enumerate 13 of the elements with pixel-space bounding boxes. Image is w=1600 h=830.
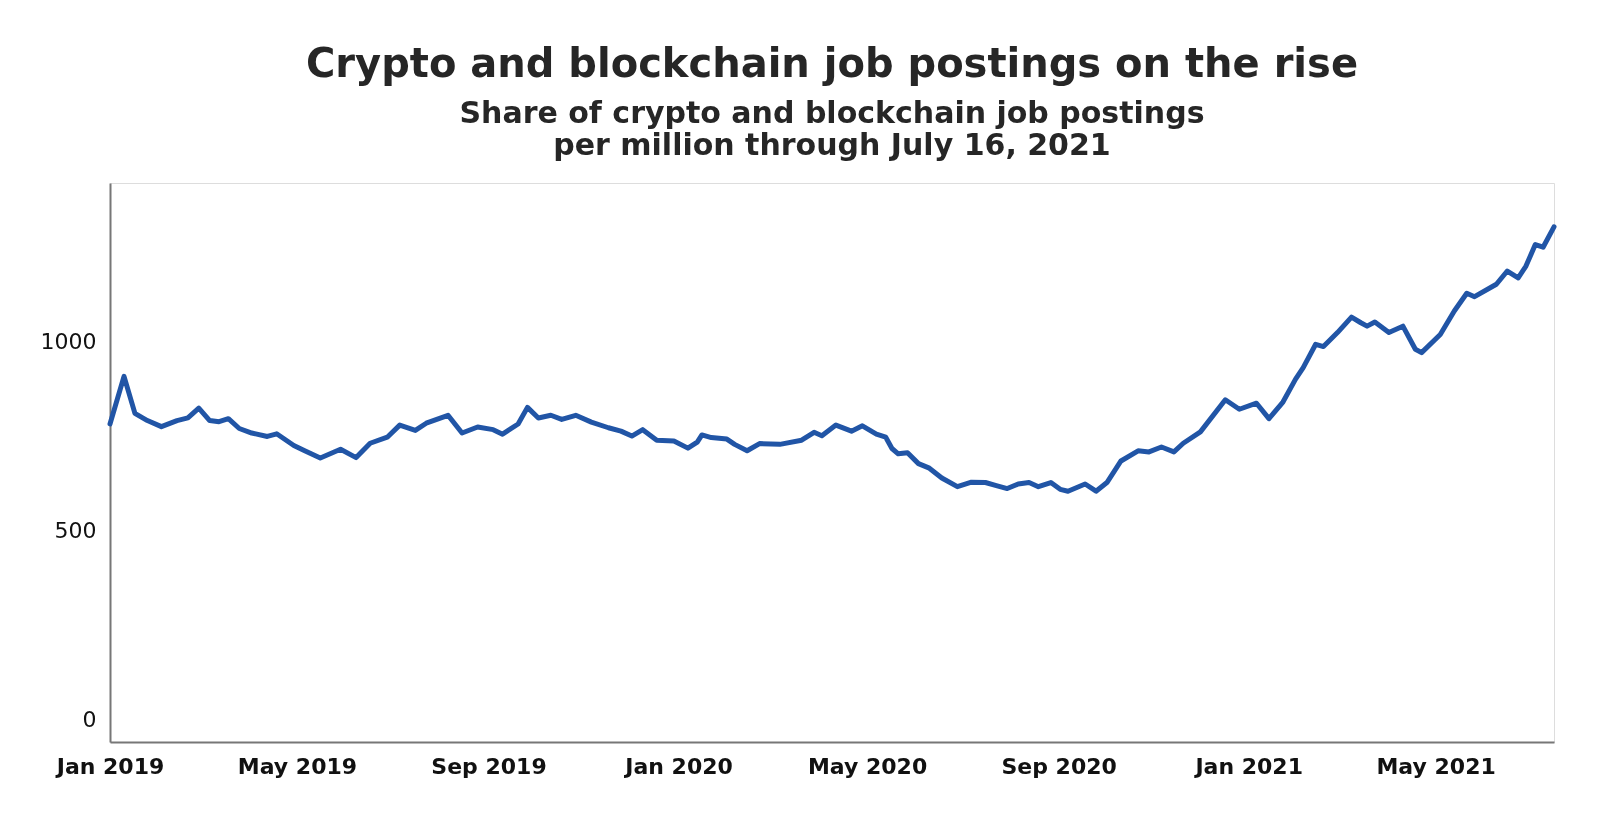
x-tick-label: Sep 2019	[431, 753, 547, 779]
y-tick-label: 0	[82, 706, 97, 732]
x-tick-label: Sep 2020	[1001, 753, 1117, 779]
chart-subtitle: Share of crypto and blockchain job postings per million through July 16, 2021	[459, 95, 1205, 162]
x-tick-label: May 2020	[807, 753, 928, 779]
x-tick-label: May 2021	[1376, 753, 1496, 779]
x-tick-label: May 2019	[237, 753, 358, 779]
y-tick-label: 500	[54, 517, 97, 543]
chart-title: Crypto and blockchain job postings on the rise	[305, 40, 1359, 86]
x-tick-label: Jan 2020	[623, 753, 733, 779]
x-tick-label: Jan 2019	[54, 753, 165, 779]
y-tick-label: 1000	[40, 329, 97, 355]
x-tick-label: Jan 2021	[1193, 753, 1303, 779]
